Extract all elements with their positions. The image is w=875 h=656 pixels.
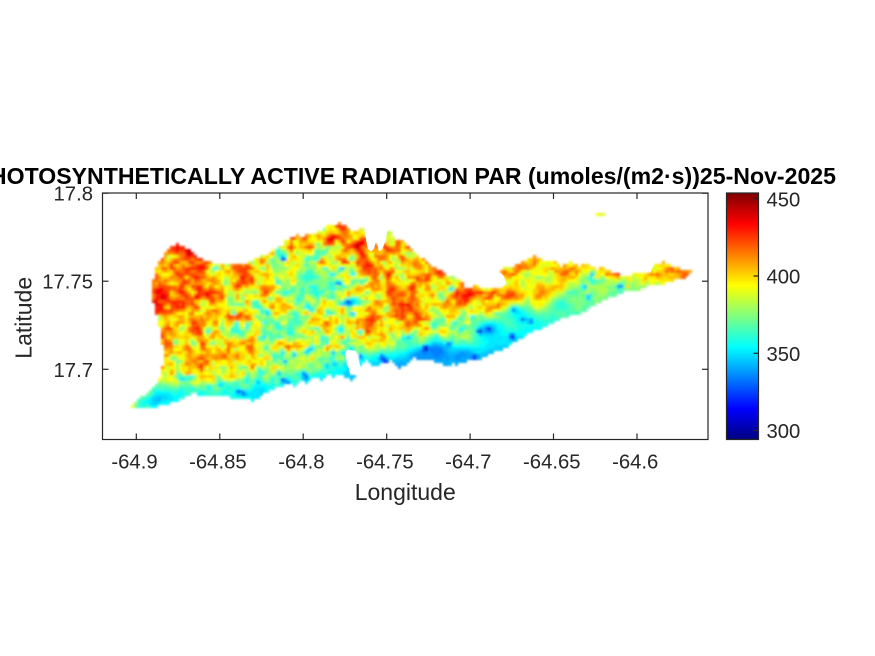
svg-text:-64.75: -64.75 [356, 452, 414, 474]
svg-text:400: 400 [767, 267, 801, 289]
svg-text:Longitude: Longitude [355, 479, 456, 505]
svg-text:PHOTOSYNTHETICALLY ACTIVE RADI: PHOTOSYNTHETICALLY ACTIVE RADIATION PAR … [0, 163, 836, 189]
svg-text:-64.65: -64.65 [523, 452, 581, 474]
svg-text:-64.6: -64.6 [612, 452, 658, 474]
svg-text:-64.7: -64.7 [445, 452, 491, 474]
svg-text:-64.85: -64.85 [189, 452, 247, 474]
svg-text:17.7: 17.7 [54, 360, 93, 382]
svg-text:17.75: 17.75 [42, 272, 93, 294]
svg-text:450: 450 [767, 189, 801, 211]
svg-text:350: 350 [767, 344, 801, 366]
svg-text:300: 300 [767, 421, 801, 443]
svg-text:-64.8: -64.8 [278, 452, 324, 474]
svg-text:Latitude: Latitude [11, 277, 37, 359]
svg-text:17.8: 17.8 [54, 184, 93, 206]
svg-text:-64.9: -64.9 [111, 452, 157, 474]
